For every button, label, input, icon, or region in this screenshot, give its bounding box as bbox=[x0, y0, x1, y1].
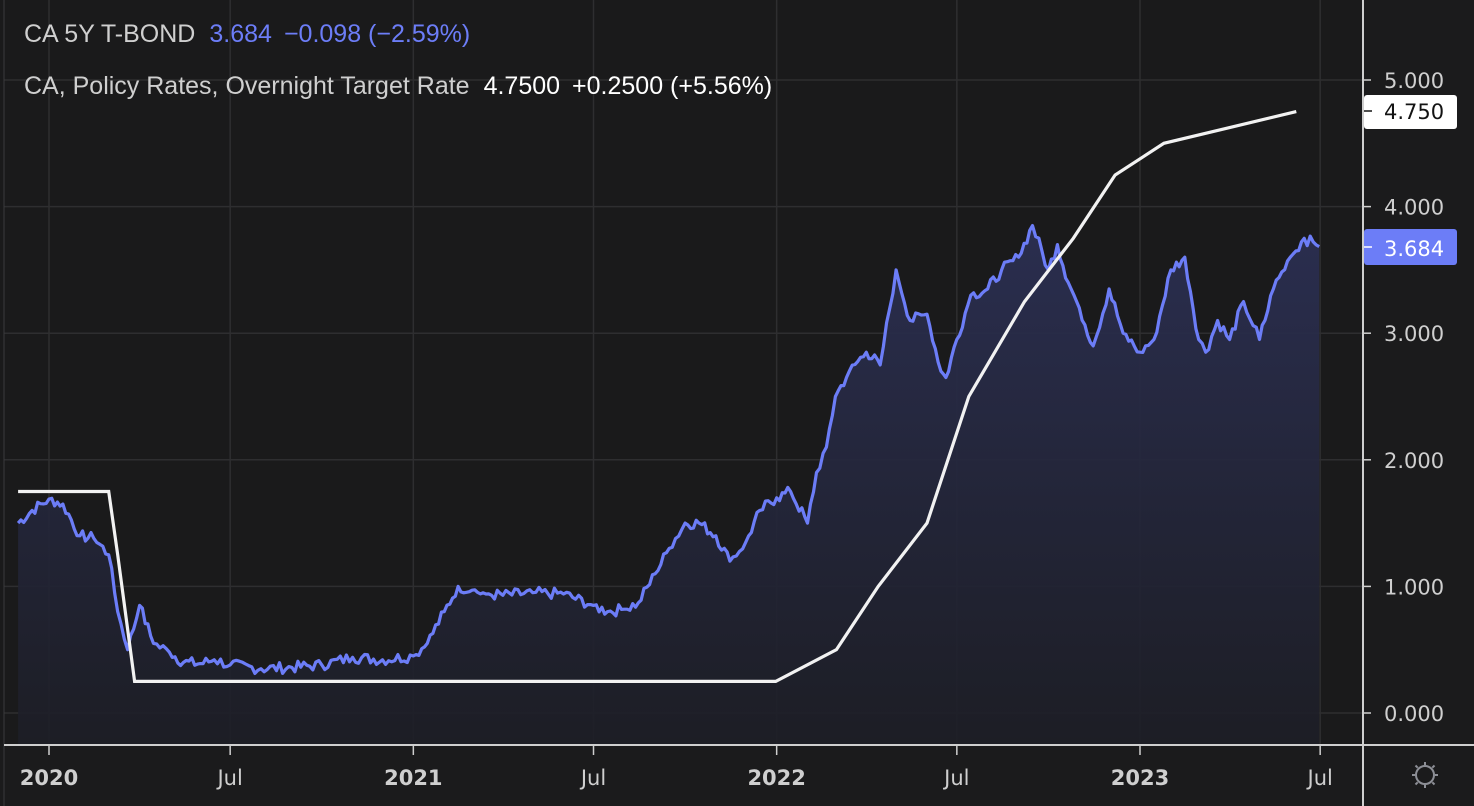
price-axis-label: 4.000 bbox=[1384, 196, 1444, 220]
legend-bond-name: CA 5Y T-BOND bbox=[24, 20, 196, 48]
gear-icon[interactable] bbox=[1412, 762, 1438, 788]
svg-text:3.684: 3.684 bbox=[1384, 237, 1444, 261]
time-axis-label: Jul bbox=[942, 766, 969, 790]
legend-bond-change: −0.098 (−2.59%) bbox=[283, 20, 471, 48]
time-axis-label: Jul bbox=[579, 766, 606, 790]
legend-policy-value: 4.7500 bbox=[483, 72, 561, 100]
legend-policy-rate[interactable]: CA, Policy Rates, Overnight Target Rate 4… bbox=[24, 72, 772, 101]
time-axis-label: 2020 bbox=[20, 766, 78, 790]
svg-text:4.750: 4.750 bbox=[1384, 100, 1444, 124]
legend-bond-value: 3.684 bbox=[209, 20, 272, 48]
time-axis-label: 2022 bbox=[747, 766, 805, 790]
policy-price-tag: 4.750 bbox=[1364, 95, 1457, 129]
legend-policy-name: CA, Policy Rates, Overnight Target Rate bbox=[24, 72, 470, 100]
price-axis-pane[interactable] bbox=[1363, 0, 1474, 806]
time-axis-label: 2021 bbox=[384, 766, 442, 790]
time-axis-label: Jul bbox=[215, 766, 242, 790]
time-axis-pane[interactable] bbox=[0, 745, 1362, 806]
price-axis-label: 3.000 bbox=[1384, 322, 1444, 346]
price-axis-label: 1.000 bbox=[1384, 575, 1444, 599]
price-axis-label: 0.000 bbox=[1384, 702, 1444, 726]
price-axis-label: 2.000 bbox=[1384, 449, 1444, 473]
legend-policy-change: +0.2500 (+5.56%) bbox=[572, 72, 773, 100]
time-axis[interactable]: 2020 Jul 2021 Jul 2022 Jul 2023 Jul bbox=[20, 745, 1333, 790]
price-axis[interactable]: 5.000 4.000 3.000 2.000 1.000 0.000 bbox=[1363, 69, 1444, 726]
bond-price-tag: 3.684 bbox=[1364, 229, 1457, 265]
price-axis-label: 5.000 bbox=[1384, 69, 1444, 93]
legend-bond[interactable]: CA 5Y T-BOND 3.684 −0.098 (−2.59%) bbox=[24, 20, 470, 49]
time-axis-label: 2023 bbox=[1111, 766, 1169, 790]
bond-series-line bbox=[16, 224, 1320, 676]
policy-rate-line bbox=[18, 110, 1297, 684]
time-axis-label: Jul bbox=[1306, 766, 1333, 790]
